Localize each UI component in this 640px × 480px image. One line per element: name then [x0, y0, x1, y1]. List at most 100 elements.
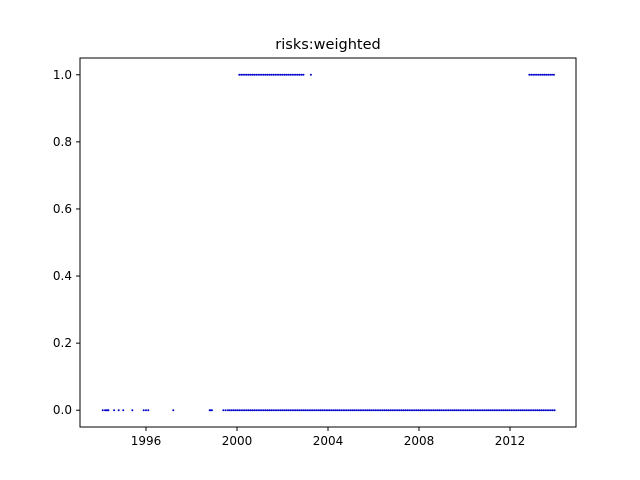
data-point: [292, 409, 295, 412]
data-point: [544, 409, 547, 412]
data-point: [257, 73, 260, 76]
data-point: [355, 409, 358, 412]
y-axis: 0.0 0.2 0.4 0.6 0.8 1.0: [53, 68, 80, 417]
data-point: [394, 409, 397, 412]
x-tick-label: 2012: [495, 434, 526, 448]
data-point: [464, 409, 467, 412]
data-point: [461, 409, 464, 412]
data-point: [268, 73, 271, 76]
data-point: [535, 73, 538, 76]
axes-frame: [79, 57, 577, 428]
data-point: [466, 409, 469, 412]
data-point: [396, 409, 399, 412]
data-point: [545, 73, 548, 76]
data-point: [281, 409, 284, 412]
data-point: [300, 73, 303, 76]
data-point: [496, 409, 499, 412]
data-point: [417, 409, 420, 412]
data-point: [491, 409, 494, 412]
data-point: [476, 409, 479, 412]
data-point: [512, 409, 515, 412]
data-point: [334, 409, 337, 412]
data-point: [257, 409, 260, 412]
data-point: [549, 73, 552, 76]
data-point: [552, 73, 555, 76]
data-point: [525, 409, 528, 412]
data-point: [462, 409, 465, 412]
data-point: [293, 73, 296, 76]
data-point: [523, 409, 526, 412]
data-point: [234, 409, 237, 412]
data-point: [500, 409, 503, 412]
data-point: [453, 409, 456, 412]
data-point: [315, 409, 318, 412]
data-point: [546, 409, 549, 412]
data-point: [379, 409, 382, 412]
data-point: [260, 73, 263, 76]
data-point: [468, 409, 471, 412]
data-point: [279, 73, 282, 76]
x-axis: 1996 2000 2004 2008 2012: [131, 427, 526, 448]
data-point: [330, 409, 333, 412]
data-point: [445, 409, 448, 412]
data-point: [345, 409, 348, 412]
data-point: [370, 409, 373, 412]
data-point: [376, 409, 379, 412]
data-point: [308, 409, 311, 412]
data-point: [326, 409, 329, 412]
data-point: [336, 409, 339, 412]
data-point: [262, 409, 265, 412]
data-point: [541, 73, 544, 76]
data-point: [296, 73, 299, 76]
data-point: [255, 73, 258, 76]
data-point: [536, 409, 539, 412]
data-point: [304, 409, 307, 412]
data-point: [506, 409, 509, 412]
data-point: [519, 409, 522, 412]
data-point: [321, 409, 324, 412]
data-point: [249, 409, 252, 412]
data-point: [470, 409, 473, 412]
data-point: [313, 409, 316, 412]
data-point: [457, 409, 460, 412]
data-point: [551, 73, 554, 76]
data-point: [113, 409, 116, 412]
data-point: [387, 409, 390, 412]
x-tick-label: 2000: [222, 434, 253, 448]
data-point: [508, 409, 511, 412]
data-point: [243, 409, 246, 412]
data-point: [423, 409, 426, 412]
data-point: [542, 409, 545, 412]
data-point: [291, 409, 294, 412]
data-point: [281, 73, 284, 76]
data-point: [285, 409, 288, 412]
y-tick-label: 0.6: [53, 202, 72, 216]
y-tick-label: 0.2: [53, 336, 72, 350]
data-point: [411, 409, 414, 412]
data-point: [438, 409, 441, 412]
data-point: [530, 409, 533, 412]
data-point: [543, 73, 546, 76]
data-point: [444, 409, 447, 412]
data-point: [529, 409, 532, 412]
data-point: [495, 409, 498, 412]
data-point: [389, 409, 392, 412]
data-point: [408, 409, 411, 412]
data-point: [245, 73, 248, 76]
data-point: [294, 73, 297, 76]
data-point: [272, 73, 275, 76]
data-point: [242, 409, 244, 412]
data-point: [325, 409, 328, 412]
data-point: [117, 409, 120, 412]
data-point: [342, 409, 345, 412]
data-point: [306, 409, 309, 412]
data-point: [131, 409, 134, 412]
data-point: [311, 409, 314, 412]
data-point: [276, 73, 279, 76]
data-point: [296, 409, 299, 412]
data-point: [253, 409, 256, 412]
data-point: [489, 409, 492, 412]
data-point: [238, 409, 241, 412]
data-point: [472, 409, 475, 412]
